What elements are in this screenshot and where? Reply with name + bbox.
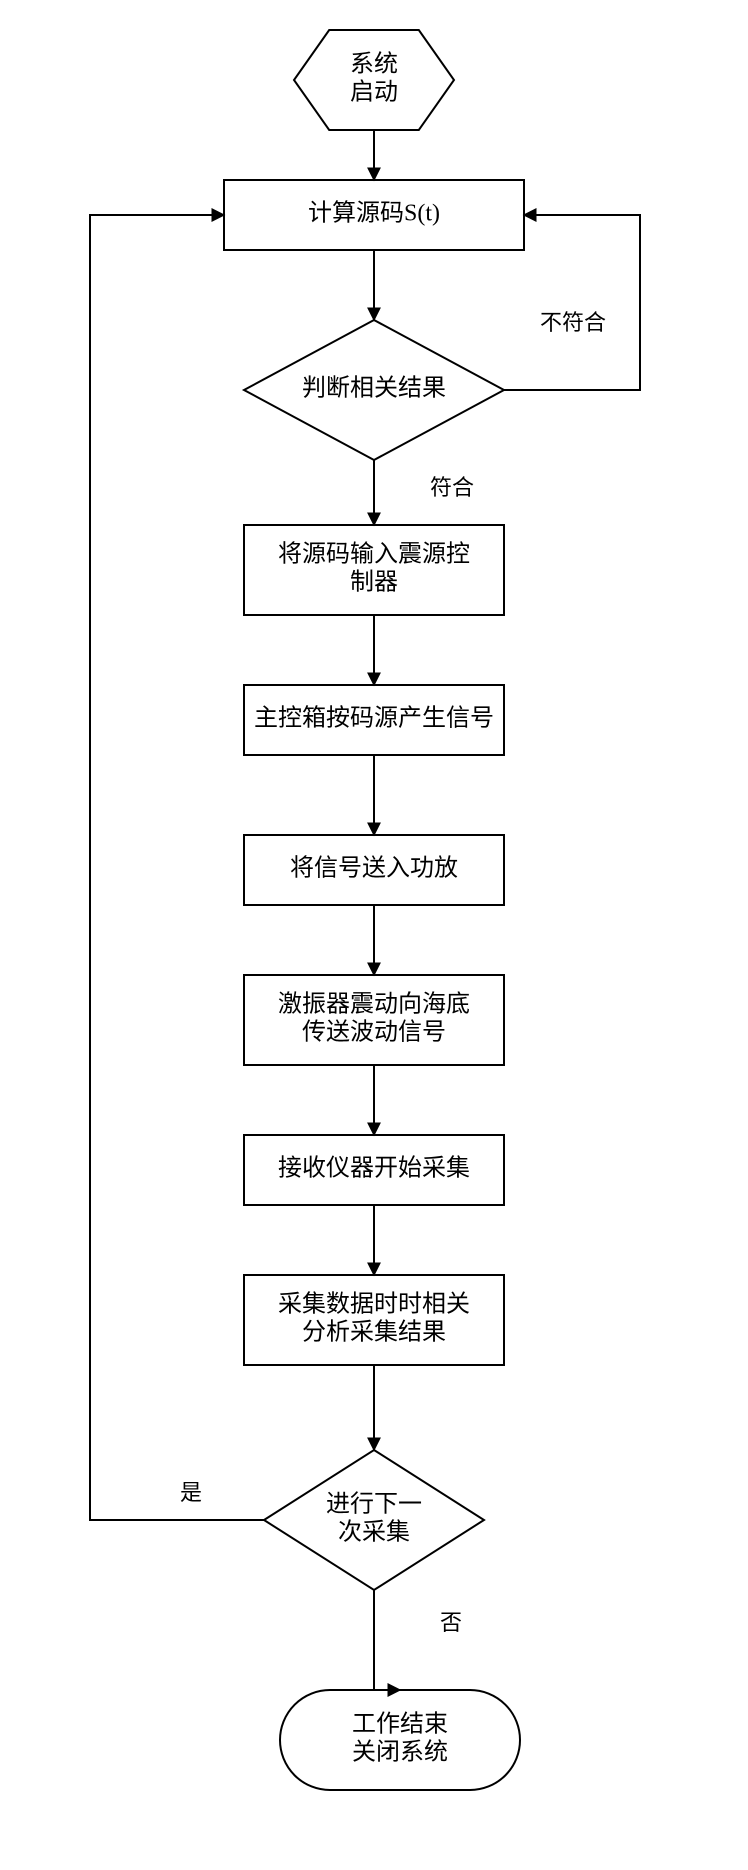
svg-text:传送波动信号: 传送波动信号 xyxy=(302,1019,446,1046)
svg-text:将源码输入震源控: 将源码输入震源控 xyxy=(278,541,470,568)
svg-text:采集数据时时相关: 采集数据时时相关 xyxy=(278,1291,470,1318)
svg-text:进行下一: 进行下一 xyxy=(326,1491,422,1518)
svg-text:关闭系统: 关闭系统 xyxy=(352,1739,448,1766)
svg-text:工作结束: 工作结束 xyxy=(352,1711,448,1738)
edge xyxy=(374,1590,400,1690)
edge-label: 不符合 xyxy=(540,310,606,335)
svg-text:将信号送入功放: 将信号送入功放 xyxy=(290,855,458,882)
edge-label: 否 xyxy=(440,1610,462,1635)
edge xyxy=(90,215,264,1520)
svg-text:次采集: 次采集 xyxy=(338,1519,410,1546)
flowchart: 符合否 不符合是 系统启动计算源码S(t) 判断相关结果将源码输入震源控制器主控箱按码… xyxy=(0,0,748,1870)
edge-label: 是 xyxy=(180,1480,202,1505)
svg-text:分析采集结果: 分析采集结果 xyxy=(302,1319,446,1346)
svg-text:系统: 系统 xyxy=(350,51,398,78)
svg-text:激振器震动向海底: 激振器震动向海底 xyxy=(278,991,470,1018)
svg-text:主控箱按码源产生信号: 主控箱按码源产生信号 xyxy=(254,705,494,732)
svg-text:判断相关结果: 判断相关结果 xyxy=(302,375,446,402)
svg-text:启动: 启动 xyxy=(350,79,398,106)
svg-text:接收仪器开始采集: 接收仪器开始采集 xyxy=(278,1155,470,1182)
edge-label: 符合 xyxy=(430,475,474,500)
svg-text:制器: 制器 xyxy=(350,569,398,596)
svg-text:计算源码S(t): 计算源码S(t) xyxy=(308,200,440,227)
